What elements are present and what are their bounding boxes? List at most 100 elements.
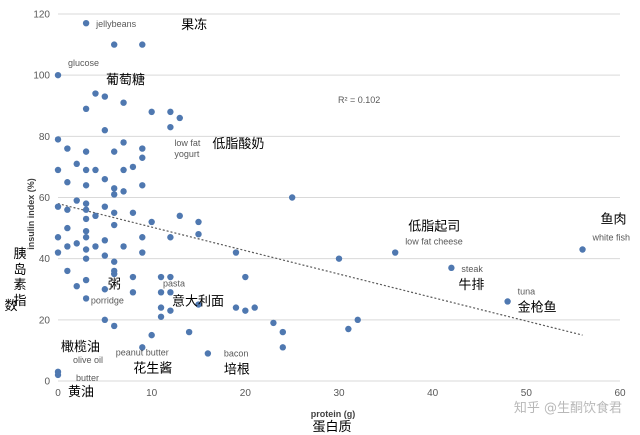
data-point	[120, 243, 127, 250]
data-point	[251, 304, 258, 311]
data-point	[82, 206, 90, 213]
data-point	[82, 166, 90, 174]
data-point	[120, 188, 127, 195]
data-point	[92, 166, 99, 174]
data-point	[157, 304, 165, 311]
data-point	[504, 298, 511, 305]
data-point	[64, 243, 71, 250]
data-point	[167, 307, 174, 314]
data-point	[139, 154, 146, 161]
annotation-label: white fish	[592, 232, 631, 242]
data-point	[82, 255, 90, 262]
data-point	[111, 191, 118, 198]
annotation-label-cn: 意大利面	[172, 293, 224, 309]
annotation-label-cn: 鱼肉	[601, 211, 627, 227]
data-point	[101, 127, 109, 134]
data-point	[64, 179, 71, 186]
data-point	[139, 145, 146, 152]
data-point	[120, 139, 127, 146]
data-point	[64, 145, 71, 152]
data-point	[392, 249, 399, 256]
data-point	[335, 255, 343, 262]
annotation-layer: jellybeans 果冻 glucose 葡萄糖 low fat yogurt 低脂酸奶 l…	[61, 17, 630, 400]
data-point	[73, 282, 80, 290]
data-point	[101, 316, 109, 324]
annotation-label: pasta	[163, 278, 185, 288]
tick-layer: 0 20 40 60 80 100 120 0 10 20 30 40 50 60	[33, 10, 626, 400]
data-point	[54, 203, 62, 210]
data-point	[54, 71, 62, 79]
data-point	[82, 148, 90, 155]
data-point	[101, 252, 109, 259]
trendline	[57, 203, 583, 336]
data-point	[111, 185, 118, 192]
data-point	[345, 325, 352, 333]
data-point	[101, 93, 109, 100]
annotation-label-cn: 葡萄糖	[106, 72, 145, 88]
data-point	[129, 209, 137, 216]
data-point	[111, 221, 118, 229]
x-tick-label: 60	[614, 388, 626, 399]
data-point	[101, 237, 109, 244]
data-point	[111, 148, 118, 155]
data-point	[92, 243, 99, 250]
annotation-label: bacon	[224, 348, 249, 358]
data-point	[139, 344, 146, 351]
data-point	[279, 344, 286, 351]
r-squared-label: R² = 0.102	[338, 95, 380, 105]
annotation-label: glucose	[68, 58, 99, 68]
annotation-label: jellybeans	[95, 19, 137, 29]
data-point	[73, 240, 80, 247]
data-point	[64, 224, 71, 232]
data-point	[54, 371, 62, 379]
data-point	[111, 322, 118, 330]
x-axis-label: protein (g)	[311, 409, 356, 419]
data-point	[54, 136, 62, 143]
data-point	[167, 289, 174, 296]
data-point	[92, 212, 99, 220]
annotation-label: low fat yogurt	[174, 138, 201, 159]
y-tick-label: 120	[33, 10, 50, 21]
x-axis-label-cn: 蛋白质	[312, 419, 351, 435]
x-tick-label: 0	[55, 388, 61, 399]
data-point	[101, 203, 109, 210]
annotation-label-cn: 黄油	[68, 385, 94, 400]
annotation-label: porridge	[91, 295, 124, 305]
data-point	[242, 307, 249, 314]
data-point	[148, 108, 155, 116]
data-point	[167, 273, 174, 281]
annotation-label: low fat cheese	[405, 237, 463, 247]
annotation-label-cn: 金枪鱼	[518, 299, 557, 315]
data-point	[73, 160, 80, 168]
annotation-label: butter	[76, 373, 99, 383]
grid-layer	[58, 13, 620, 382]
data-point	[129, 163, 137, 171]
data-point	[64, 267, 71, 275]
y-tick-label: 80	[39, 132, 51, 143]
data-point	[288, 194, 296, 201]
data-point	[232, 304, 240, 311]
annotation-label-cn: 橄榄油	[61, 339, 100, 355]
data-point	[111, 41, 118, 48]
annotation-label: steak	[461, 264, 483, 274]
data-point	[82, 234, 90, 241]
data-point	[54, 249, 62, 256]
data-point	[120, 99, 127, 106]
annotation-label: peanut butter	[116, 347, 169, 357]
data-point	[157, 273, 165, 281]
annotation-label-cn: 低脂起司	[408, 220, 460, 235]
y-axis-label: insulin index (%)	[26, 178, 36, 250]
annotation-label-cn: 粥	[108, 276, 121, 292]
annotation-label-cn: 牛排	[458, 278, 484, 293]
x-tick-label: 30	[333, 388, 345, 399]
data-point	[232, 249, 240, 256]
data-point	[195, 218, 202, 226]
x-tick-label: 40	[427, 388, 439, 399]
annotation-label-cn: 培根	[224, 361, 250, 377]
data-point	[82, 19, 90, 27]
data-point	[139, 234, 146, 241]
data-point	[167, 108, 174, 116]
data-point	[64, 206, 71, 213]
data-point	[82, 200, 90, 207]
